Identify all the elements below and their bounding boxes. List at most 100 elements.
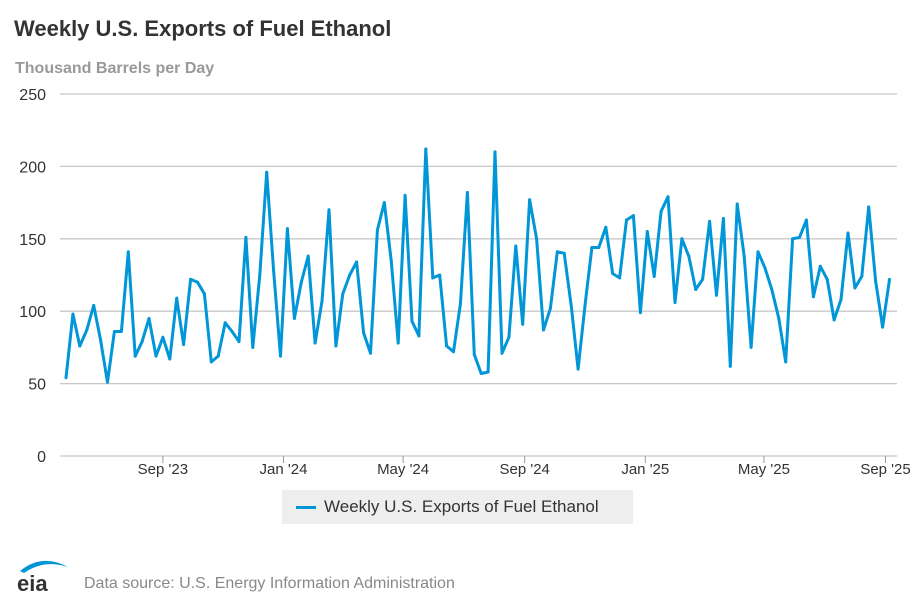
data-point [881,325,885,329]
x-tick-label: May '25 [738,461,790,478]
data-point [368,351,372,355]
y-tick-label: 50 [28,377,46,394]
data-point [362,331,366,335]
data-point [701,277,705,281]
data-point [71,312,75,316]
data-point [541,328,545,332]
data-point [133,354,137,358]
data-point [341,292,345,296]
data-point [465,190,469,194]
data-point [493,150,497,154]
x-tick-label: Sep '24 [499,461,549,478]
data-point [258,273,262,277]
data-point [78,344,82,348]
data-point [445,344,449,348]
data-point [735,202,739,206]
data-point [327,208,331,212]
data-point [818,264,822,268]
data-point [161,335,165,339]
data-point [791,237,795,241]
data-point [244,235,248,239]
data-point [569,303,573,307]
data-point [528,198,532,202]
data-point [92,303,96,307]
data-point [424,147,428,151]
data-point [85,328,89,332]
data-point [860,274,864,278]
data-point [403,193,407,197]
data-point [285,227,289,231]
data-point [694,287,698,291]
y-tick-label: 100 [19,304,46,321]
y-tick-label: 200 [19,159,46,176]
data-point [334,344,338,348]
y-tick-label: 0 [37,449,46,466]
data-point [396,341,400,345]
data-point [714,293,718,297]
data-point [611,272,615,276]
data-point [209,360,213,364]
data-point [777,316,781,320]
data-point [472,353,476,357]
data-point [804,218,808,222]
data-point [168,357,172,361]
data-point [673,301,677,305]
logo-text: eia [17,571,48,595]
data-point [195,280,199,284]
data-point [763,266,767,270]
data-point [417,334,421,338]
data-point [625,218,629,222]
data-point [265,170,269,174]
data-point [555,250,559,254]
legend-swatch [296,505,316,509]
data-point [119,329,123,333]
data-point [590,245,594,249]
x-tick-label: May '24 [377,461,429,478]
data-point [687,254,691,258]
data-point [389,259,393,263]
data-point [106,380,110,384]
data-point [175,296,179,300]
data-point [680,237,684,241]
data-point [887,277,891,281]
data-point [853,286,857,290]
data-point [548,306,552,310]
legend[interactable]: Weekly U.S. Exports of Fuel Ethanol [282,490,633,524]
data-point [292,316,296,320]
data-point [874,279,878,283]
y-tick-label: 150 [19,232,46,249]
data-point [112,329,116,333]
data-point [189,277,193,281]
data-point [562,251,566,255]
data-point [320,299,324,303]
x-tick-label: Sep '25 [860,461,910,478]
data-point [742,254,746,258]
data-point [798,235,802,239]
data-point [535,237,539,241]
data-point [514,244,518,248]
x-tick-label: Sep '23 [138,461,188,478]
data-point [832,318,836,322]
eia-logo: eia [17,560,68,595]
data-point [638,311,642,315]
data-point [576,367,580,371]
legend-label: Weekly U.S. Exports of Fuel Ethanol [324,497,599,516]
data-point [721,217,725,221]
data-point [867,205,871,209]
y-tick-label: 250 [19,87,46,104]
data-point [583,303,587,307]
data-point [756,250,760,254]
data-point [486,370,490,374]
data-point [770,287,774,291]
x-tick-label: Jan '24 [260,461,308,478]
data-point [279,354,283,358]
data-point [431,276,435,280]
data-point [521,322,525,326]
data-point [708,219,712,223]
data-point [438,273,442,277]
data-point [202,292,206,296]
data-point [452,350,456,354]
data-point [784,360,788,364]
data-point [825,277,829,281]
y-axis-label: Thousand Barrels per Day [15,60,215,77]
